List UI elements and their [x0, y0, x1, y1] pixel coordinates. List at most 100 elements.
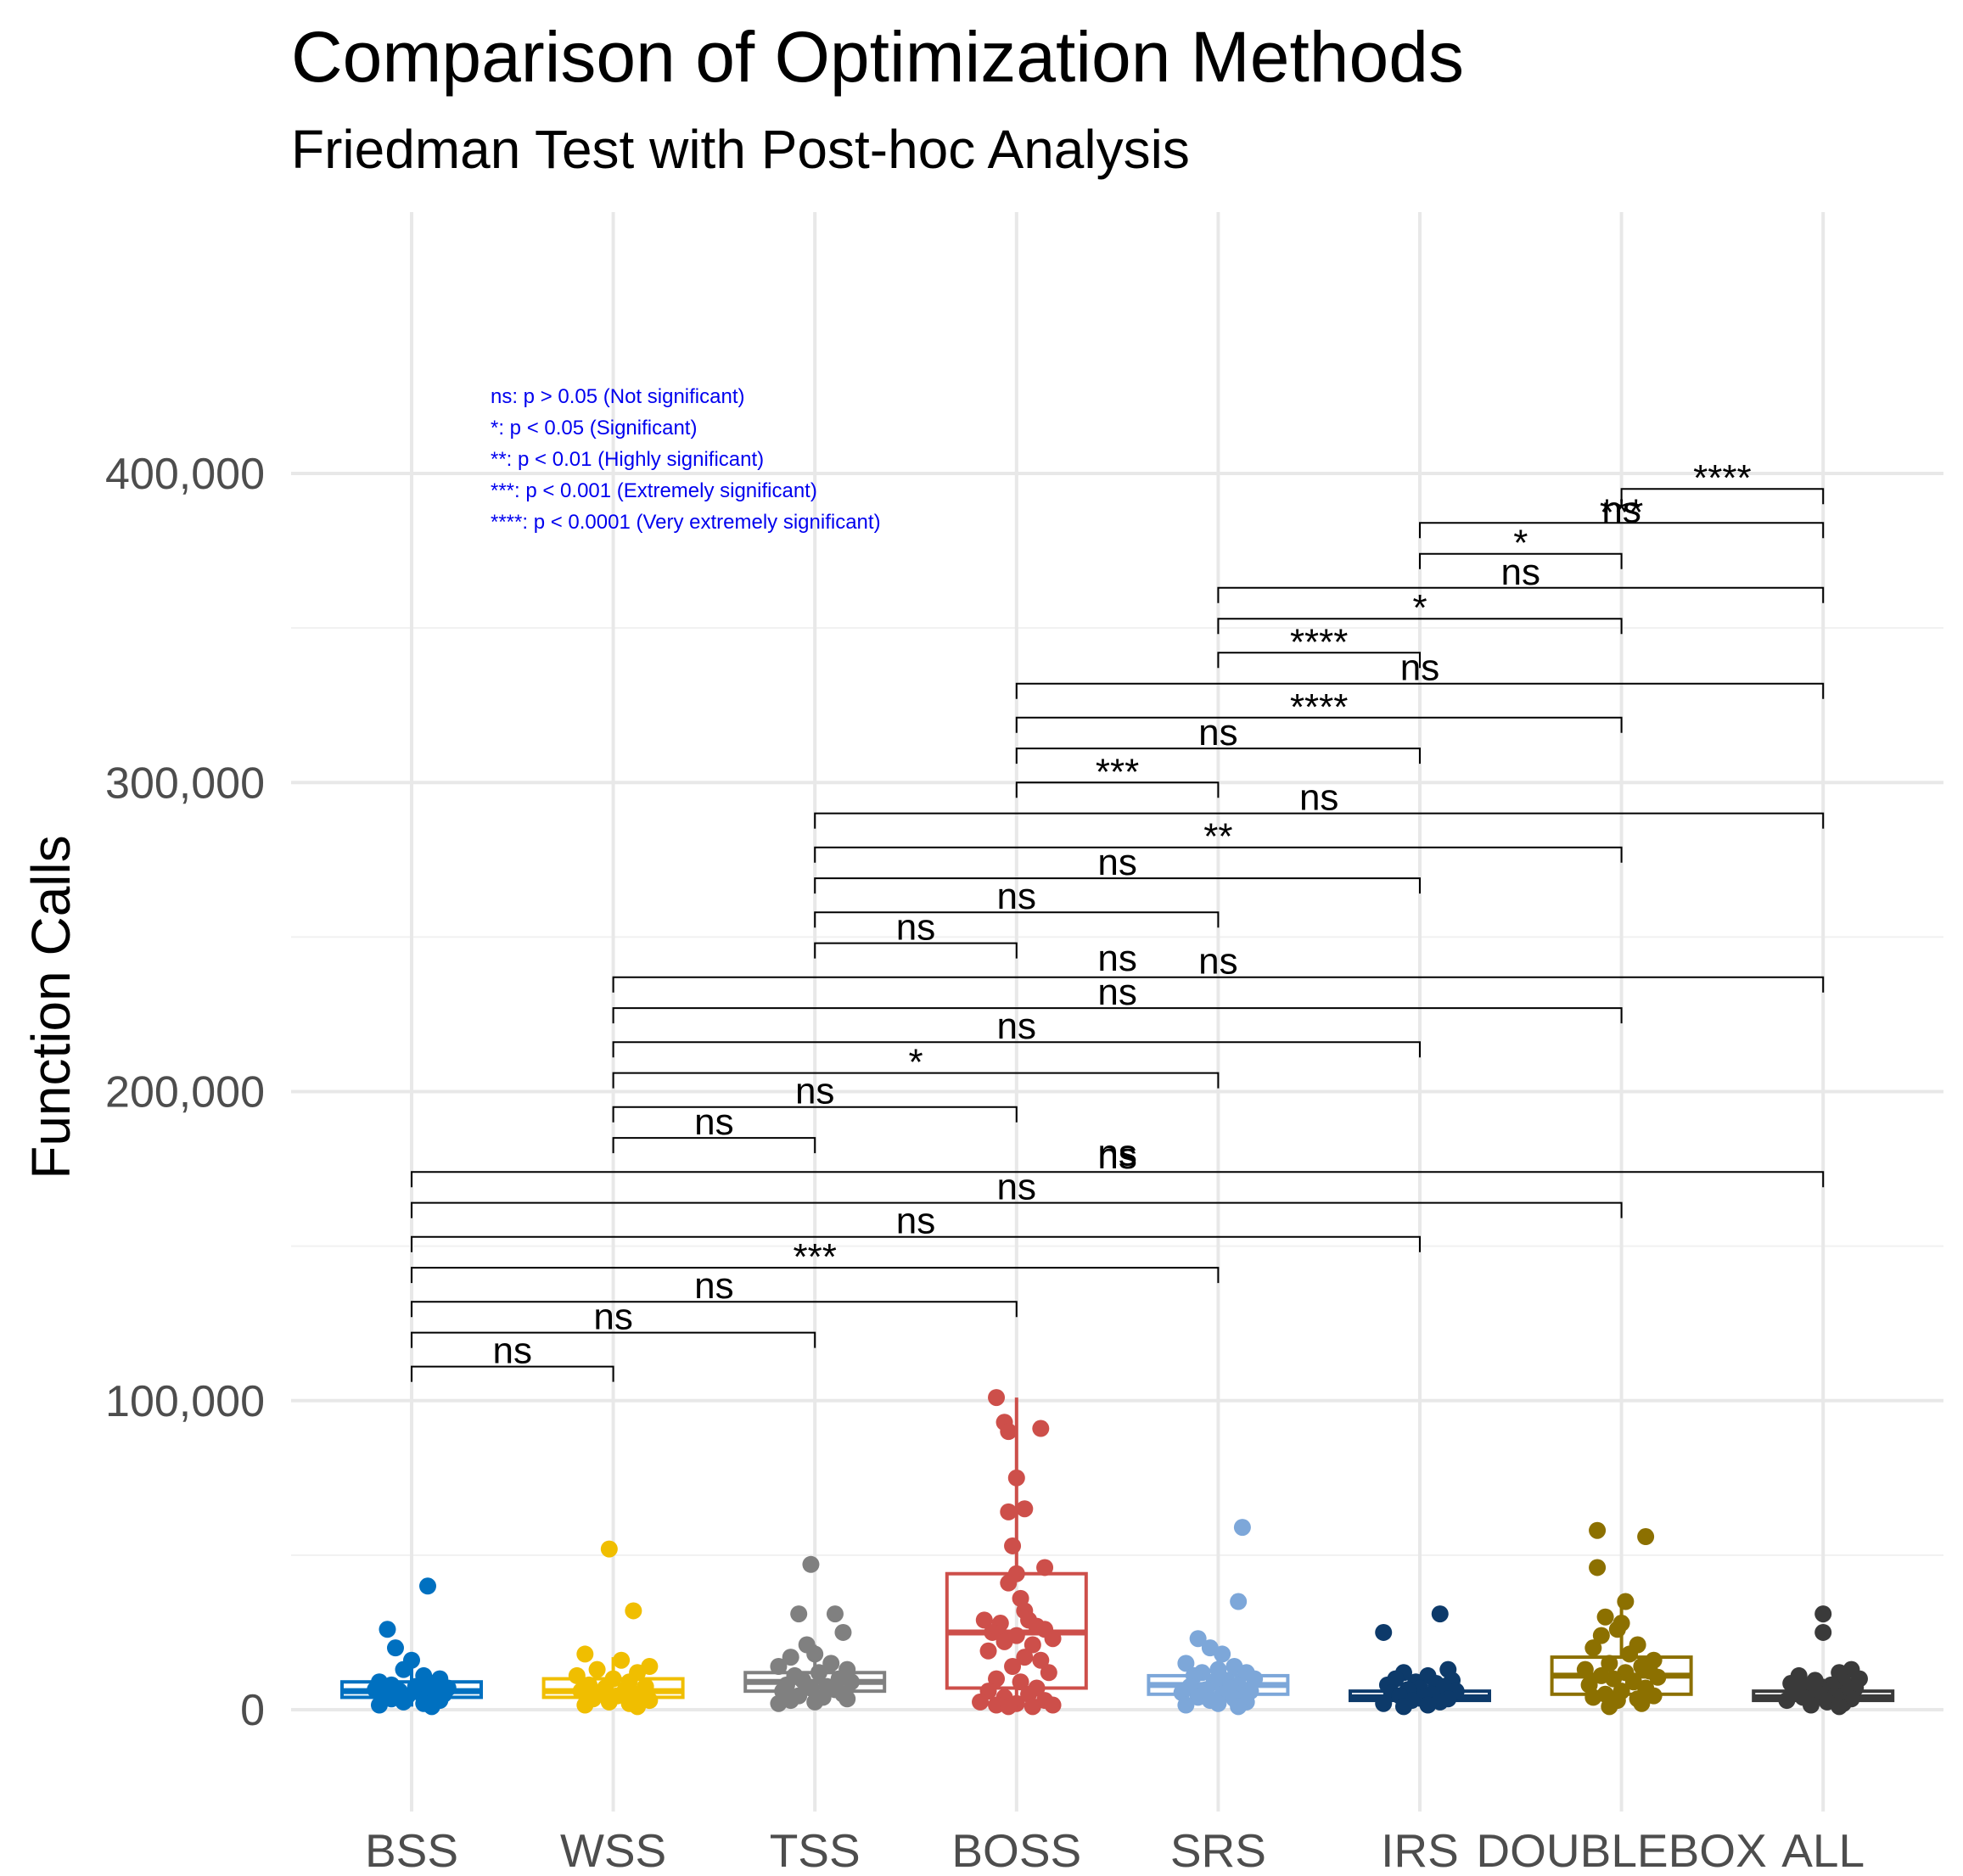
legend-line: ***: p < 0.001 (Extremely significant): [491, 479, 817, 502]
comparison-bracket: ns: [612, 941, 1825, 993]
significance-label: ns: [1501, 552, 1540, 593]
comparison-bracket: *: [612, 1042, 1220, 1089]
significance-label: ns: [1601, 490, 1641, 531]
data-point: [1000, 1503, 1018, 1520]
data-point: [1584, 1688, 1602, 1706]
bracket-line: [814, 846, 1623, 863]
data-point: [1601, 1655, 1618, 1672]
data-point: [1214, 1645, 1231, 1663]
y-tick-label: 400,000: [105, 450, 265, 499]
data-point: [370, 1696, 388, 1714]
bracket-line: [612, 1072, 1220, 1089]
x-tick-label: IRS: [1381, 1824, 1459, 1876]
bracket-line: [612, 976, 1825, 993]
bracket-line: [1217, 586, 1825, 603]
data-point: [1596, 1608, 1614, 1626]
comparison-bracket: *: [1217, 587, 1623, 635]
bracket-line: [1015, 682, 1825, 699]
data-point: [1375, 1623, 1393, 1641]
data-point: [802, 1679, 820, 1697]
data-point: [770, 1694, 788, 1712]
comparison-bracket: *: [1419, 523, 1623, 569]
bracket-line: [612, 1137, 816, 1154]
data-point: [1633, 1694, 1651, 1712]
data-point: [1044, 1696, 1062, 1714]
comparison-bracket: ***: [1015, 751, 1220, 798]
data-point: [423, 1698, 440, 1716]
significance-label: *: [1513, 523, 1528, 564]
data-point: [1233, 1519, 1251, 1537]
data-point: [826, 1605, 844, 1623]
data-point: [972, 1693, 990, 1711]
data-point: [386, 1639, 404, 1657]
data-point: [1605, 1670, 1623, 1688]
significance-label: ns: [1097, 972, 1136, 1013]
significance-label: ****: [1693, 457, 1752, 499]
data-point: [1016, 1649, 1034, 1666]
y-tick-label: 100,000: [105, 1377, 265, 1426]
significance-legend: ns: p > 0.05 (Not significant) *: p < 0.0…: [491, 385, 881, 534]
data-point: [1617, 1593, 1635, 1610]
bracket-line: [612, 1007, 1623, 1024]
data-point: [979, 1642, 997, 1660]
significance-label: ns: [896, 1201, 935, 1242]
data-point: [379, 1621, 396, 1638]
significance-label: *: [908, 1042, 923, 1084]
significance-label: **: [1203, 816, 1232, 858]
data-point: [790, 1605, 808, 1623]
data-point: [625, 1602, 642, 1620]
bracket-line: [814, 911, 1220, 928]
bracket-line: [1015, 716, 1623, 733]
significance-label: ns: [493, 1330, 532, 1372]
comparison-bracket: ****: [1217, 621, 1421, 669]
comparison-bracket: ns: [411, 1265, 1018, 1318]
x-tick-label: BOSS: [951, 1824, 1081, 1876]
data-point: [1576, 1660, 1594, 1678]
comparison-bracket: ns: [814, 842, 1421, 894]
comparison-bracket: ns: [814, 777, 1825, 829]
data-point: [1189, 1630, 1207, 1648]
significance-label: ****: [1290, 621, 1349, 663]
data-point: [600, 1693, 618, 1711]
y-tick-label: 300,000: [105, 759, 265, 808]
comparison-bracket: ****: [1015, 686, 1623, 733]
data-point: [1177, 1696, 1195, 1714]
data-point: [576, 1696, 594, 1714]
data-point: [1589, 1559, 1607, 1576]
comparison-bracket: ***: [411, 1236, 1220, 1284]
data-point: [588, 1660, 606, 1678]
x-tick-label: WSS: [560, 1824, 666, 1876]
comparison-bracket: ns: [411, 1296, 816, 1348]
data-point: [984, 1623, 1001, 1641]
data-point: [806, 1645, 824, 1663]
comparison-bracket: ns: [1217, 552, 1825, 603]
bracket-line: [612, 1106, 1018, 1123]
data-point: [782, 1649, 799, 1666]
data-point: [419, 1577, 437, 1595]
bracket-line: [411, 1331, 816, 1348]
y-tick-label: 200,000: [105, 1068, 265, 1117]
data-point: [395, 1693, 412, 1711]
data-point: [1649, 1668, 1667, 1686]
significance-label: ns: [997, 1167, 1036, 1208]
legend-line: ****: p < 0.0001 (Very extremely signifi…: [491, 511, 881, 534]
data-point: [1032, 1651, 1050, 1669]
data-point: [1024, 1636, 1041, 1654]
x-tick-label: BSS: [365, 1824, 458, 1876]
chart-subtitle: Friedman Test with Post-hoc Analysis: [291, 119, 1190, 180]
comparison-bracket: ns: [411, 1201, 1421, 1252]
data-point: [572, 1683, 590, 1700]
significance-label: ns: [1299, 777, 1338, 819]
significance-label: ****: [1290, 686, 1349, 728]
comparison-bracket: ns: [612, 1005, 1421, 1058]
bracket-line: [1620, 488, 1825, 505]
data-point: [1016, 1500, 1034, 1518]
data-point: [1032, 1420, 1050, 1437]
data-point: [1230, 1593, 1248, 1610]
comparison-bracket: **: [814, 816, 1623, 863]
legend-line: *: p < 0.05 (Significant): [491, 417, 697, 440]
data-point: [1645, 1687, 1663, 1705]
significance-label: ns: [1198, 712, 1237, 753]
data-point: [600, 1540, 618, 1558]
data-point: [1004, 1658, 1022, 1676]
